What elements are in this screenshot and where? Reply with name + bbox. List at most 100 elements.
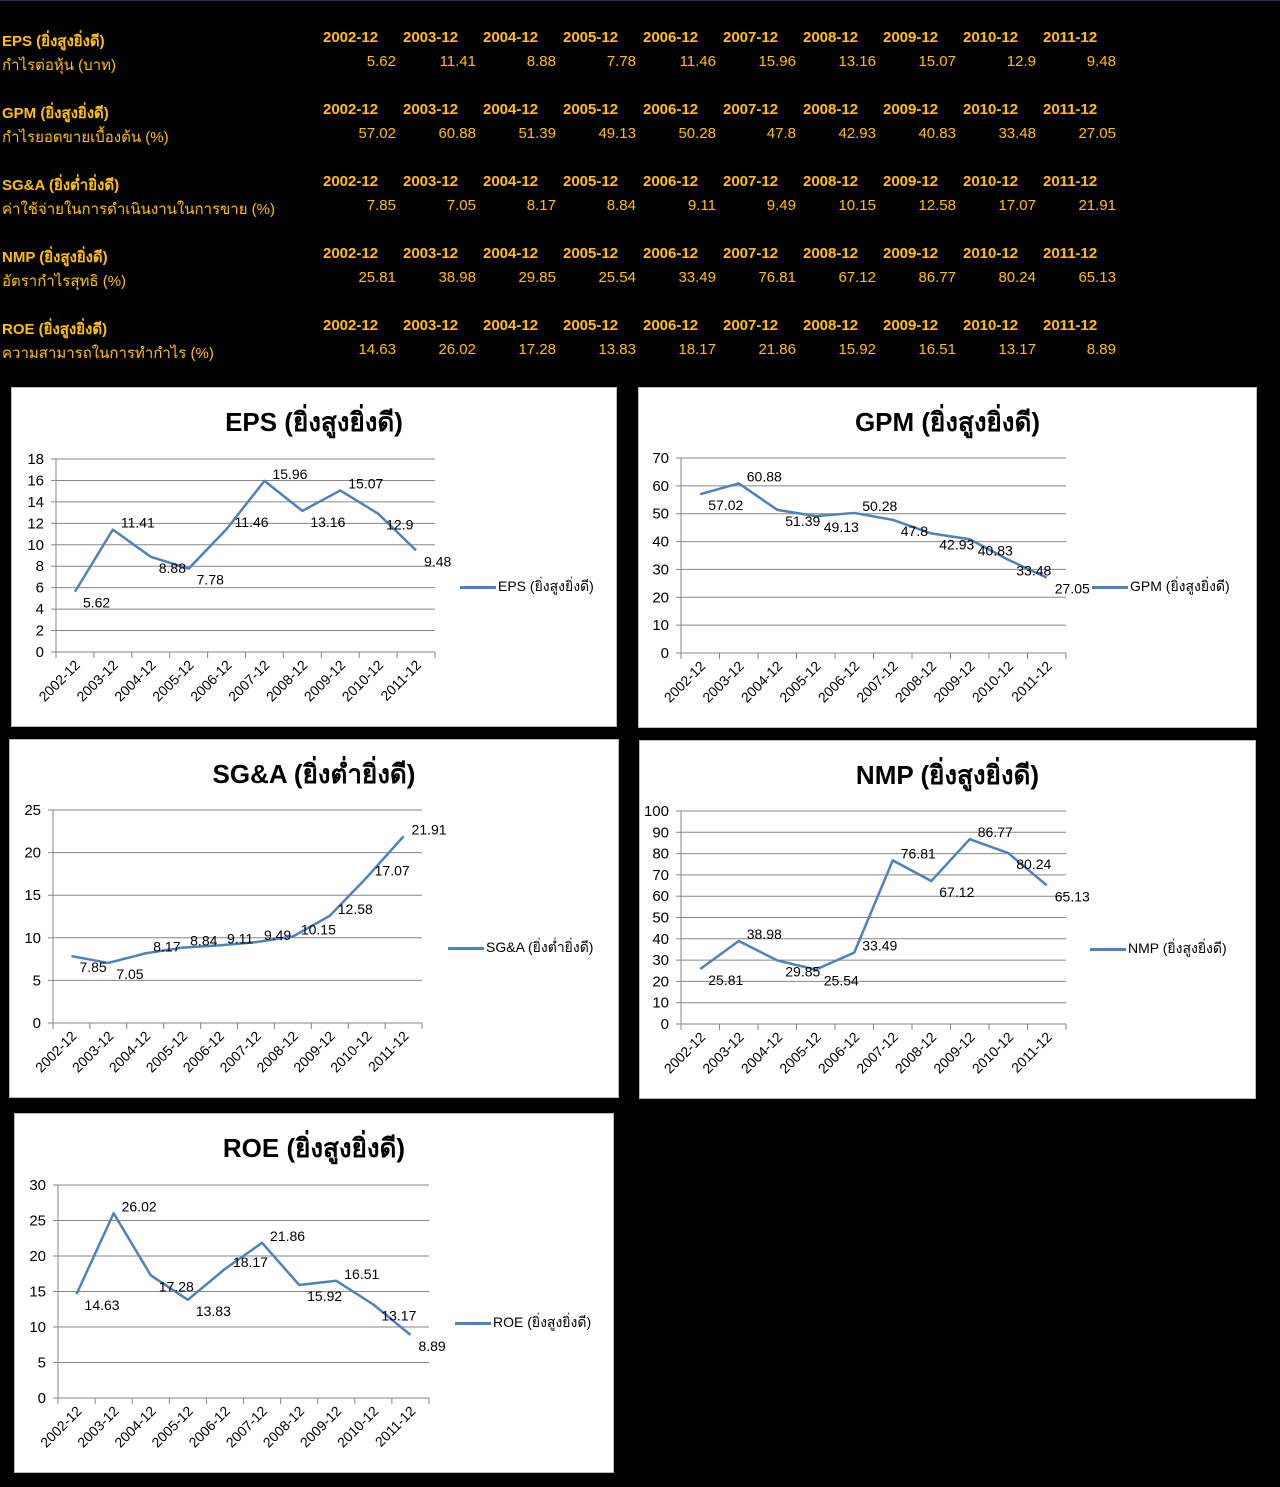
- y-tick-label: 100: [644, 803, 669, 820]
- year-header: 2004-12: [483, 101, 539, 118]
- x-tick-label: 2009-12: [301, 657, 349, 705]
- x-tick-label: 2006-12: [815, 658, 863, 706]
- data-label: 50.28: [862, 498, 897, 514]
- chart-plot: 0510152025302002-122003-122004-122005-12…: [29, 1177, 446, 1451]
- metric-value: 9.49: [766, 197, 796, 214]
- gpm-chart: GPM (ยิ่งสูงยิ่งดี) GPM (ยิ่งสูงยิ่งดี) 0…: [638, 387, 1257, 728]
- metric-value: 47.8: [766, 125, 796, 142]
- data-label: 38.98: [747, 926, 782, 942]
- data-label: 57.02: [708, 497, 743, 513]
- y-tick-label: 16: [27, 472, 44, 489]
- x-tick-label: 2010-12: [969, 658, 1017, 706]
- x-tick-label: 2010-12: [334, 1403, 382, 1451]
- table-header-row: SG&A (ยิ่งต่ำยิ่งดี) 2002-12 2003-12 2004-1…: [0, 173, 1280, 194]
- year-header: 2011-12: [1043, 245, 1098, 262]
- y-tick-label: 6: [36, 580, 44, 597]
- year-header: 2003-12: [403, 101, 459, 118]
- legend-line-swatch: [448, 946, 484, 950]
- year-header: 2011-12: [1043, 317, 1098, 334]
- metric-value: 40.83: [918, 125, 956, 142]
- year-header: 2009-12: [883, 245, 939, 262]
- metric-value: 13.83: [598, 341, 636, 358]
- year-header: 2008-12: [803, 317, 859, 334]
- metric-value: 5.62: [366, 53, 396, 70]
- x-tick-label: 2008-12: [892, 1029, 940, 1077]
- data-label: 15.92: [307, 1288, 342, 1304]
- y-tick-label: 20: [652, 589, 669, 606]
- y-tick-label: 80: [652, 846, 669, 863]
- data-label: 7.85: [79, 959, 106, 975]
- data-label: 8.84: [190, 933, 217, 949]
- chart-plot: 0 10 20 30 40 50 60 70 80 90 100 2002-122003-122004…: [644, 803, 1090, 1077]
- y-tick-label: 12: [27, 515, 44, 532]
- chart-title: NMP (ยิ่งสูงยิ่งดี): [855, 760, 1040, 790]
- metric-value: 8.17: [526, 197, 556, 214]
- year-header: 2004-12: [483, 29, 539, 46]
- x-tick-label: 2010-12: [339, 657, 387, 705]
- year-header: 2002-12: [323, 173, 379, 190]
- legend-line-swatch: [1092, 585, 1128, 589]
- year-header: 2006-12: [643, 101, 699, 118]
- metric-value: 12.58: [918, 197, 956, 214]
- metric-value: 26.02: [438, 341, 476, 358]
- x-tick-label: 2007-12: [853, 658, 901, 706]
- y-tick-label: 15: [29, 1284, 46, 1301]
- data-label: 76.81: [901, 845, 936, 861]
- legend-label: ROE (ยิ่งสูงยิ่งดี): [493, 1314, 592, 1330]
- data-label: 40.83: [978, 542, 1013, 558]
- x-tick-label: 2009-12: [930, 658, 978, 706]
- year-header: 2002-12: [323, 29, 379, 46]
- x-tick-label: 2005-12: [776, 1029, 824, 1077]
- y-tick-label: 70: [652, 867, 669, 884]
- metric-value: 67.12: [838, 269, 876, 286]
- x-tick-label: 2009-12: [930, 1029, 978, 1077]
- data-label: 12.58: [338, 901, 373, 917]
- metric-value: 65.13: [1078, 269, 1116, 286]
- legend-line-swatch: [460, 585, 496, 589]
- y-tick-label: 30: [29, 1177, 46, 1194]
- y-tick-label: 0: [661, 1016, 669, 1033]
- data-label: 86.77: [978, 824, 1013, 840]
- y-tick-label: 30: [652, 952, 669, 969]
- metric-value: 9.48: [1086, 53, 1116, 70]
- data-label: 15.96: [272, 466, 307, 482]
- x-tick-label: 2008-12: [263, 657, 311, 705]
- data-label: 13.16: [310, 514, 345, 530]
- data-label: 10.15: [301, 922, 336, 938]
- x-tick-label: 2008-12: [892, 658, 940, 706]
- year-header: 2006-12: [643, 29, 699, 46]
- year-header: 2009-12: [883, 317, 939, 334]
- data-label: 27.05: [1055, 581, 1090, 597]
- data-label: 33.48: [1016, 563, 1051, 579]
- year-header: 2004-12: [483, 317, 539, 334]
- year-header: 2007-12: [723, 101, 779, 118]
- chart-legend: ROE (ยิ่งสูงยิ่งดี): [455, 1312, 591, 1334]
- year-header: 2007-12: [723, 245, 779, 262]
- legend-line-swatch: [1090, 947, 1126, 951]
- year-header: 2008-12: [803, 101, 859, 118]
- y-tick-label: 20: [29, 1248, 46, 1265]
- metric-name: SG&A (ยิ่งต่ำยิ่งดี): [2, 177, 120, 194]
- table-header-row: EPS (ยิ่งสูงยิ่งดี) 2002-12 2003-12 2004-12…: [0, 29, 1280, 50]
- data-label: 14.63: [85, 1297, 120, 1313]
- y-tick-label: 60: [652, 478, 669, 495]
- year-header: 2002-12: [323, 101, 379, 118]
- year-header: 2007-12: [723, 173, 779, 190]
- y-tick-label: 14: [27, 494, 44, 511]
- data-label: 51.39: [785, 513, 820, 529]
- y-tick-label: 0: [36, 644, 44, 661]
- data-label: 8.89: [418, 1338, 445, 1354]
- year-header: 2009-12: [883, 101, 939, 118]
- metric-value: 86.77: [918, 269, 956, 286]
- year-header: 2003-12: [403, 317, 459, 334]
- year-header: 2005-12: [563, 101, 619, 118]
- table-value-row: กำไรยอดขายเบื้องต้น (%) 57.02 60.88 51.39 49…: [0, 125, 1280, 146]
- year-header: 2011-12: [1043, 101, 1098, 118]
- data-label: 5.62: [83, 595, 110, 611]
- data-label: 11.46: [235, 514, 269, 530]
- year-header: 2005-12: [563, 173, 619, 190]
- y-tick-label: 8: [36, 558, 44, 575]
- x-tick-label: 2004-12: [111, 657, 159, 705]
- data-label: 13.83: [196, 1303, 231, 1319]
- year-header: 2002-12: [323, 317, 379, 334]
